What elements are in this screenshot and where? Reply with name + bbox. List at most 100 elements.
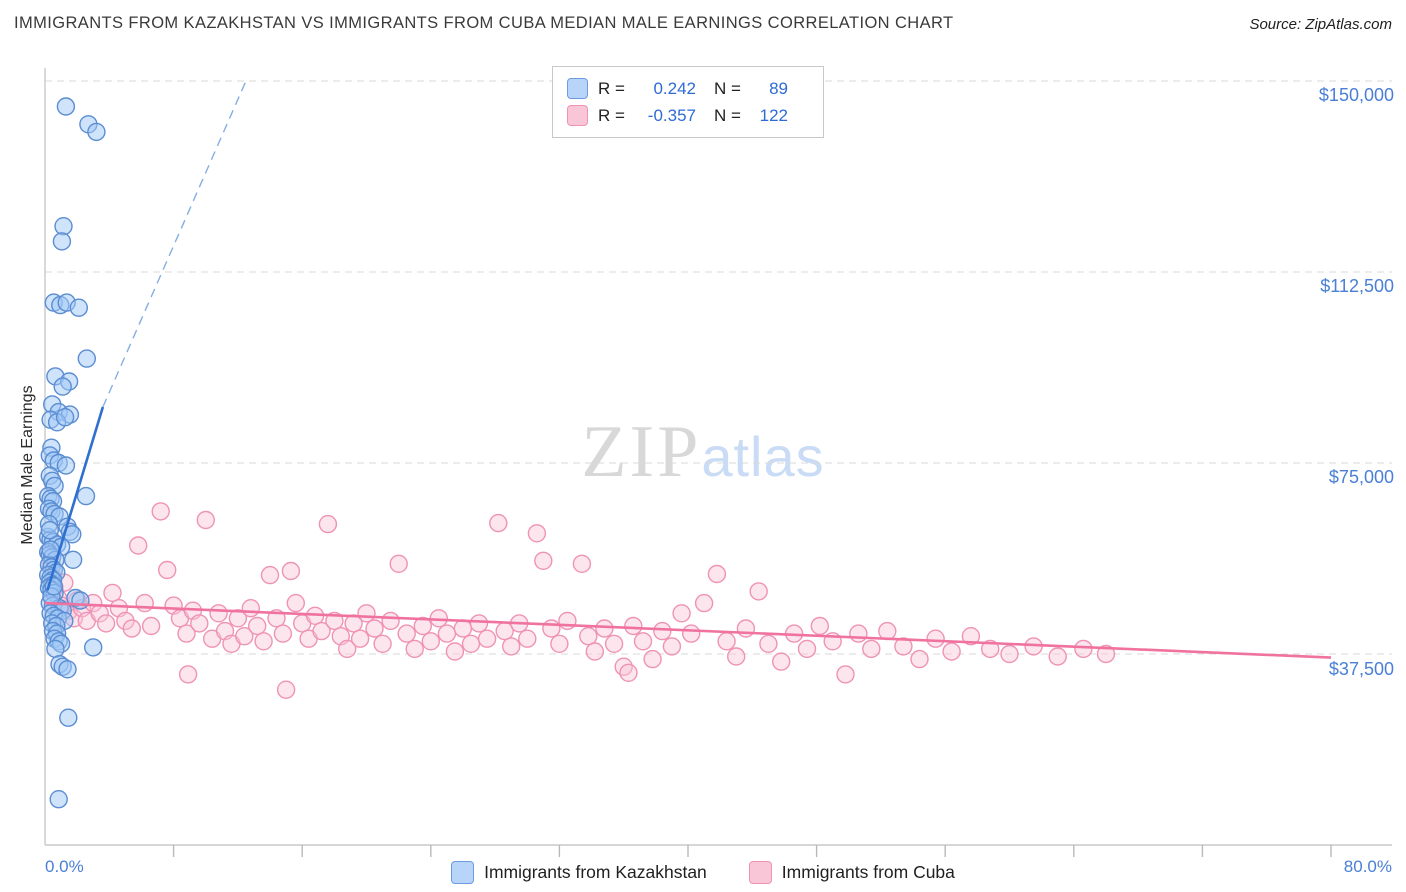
source-label: Source: ZipAtlas.com (1249, 16, 1392, 33)
page-title: IMMIGRANTS FROM KAZAKHSTAN VS IMMIGRANTS… (14, 14, 954, 32)
scatter-point (862, 639, 881, 659)
scatter-point (350, 629, 370, 648)
r-value: -0.357 (647, 105, 696, 125)
scatter-point (312, 621, 331, 641)
scatter-point (77, 349, 97, 368)
scatter-point (878, 621, 897, 641)
scatter-point (83, 638, 103, 657)
r-label: R = (598, 78, 625, 98)
scatter-point (421, 632, 440, 651)
scatter-point (619, 663, 638, 682)
scatter-point (405, 639, 424, 659)
scatter-point (445, 642, 465, 661)
scatter-point (461, 634, 481, 653)
scatter-point (707, 564, 727, 584)
scatter-point (736, 619, 756, 638)
scatter-point (135, 593, 154, 613)
scatter-point (241, 599, 261, 618)
x-tick-min: 0.0% (45, 857, 84, 876)
scatter-point (1074, 639, 1093, 659)
scatter-point (518, 629, 537, 648)
legend-label-kazakhstan: Immigrants from Kazakhstan (484, 862, 707, 882)
scatter-point (1048, 647, 1067, 666)
scatter-point (381, 611, 400, 631)
kazakhstan-trend-extension (102, 80, 247, 408)
kazakhstan-swatch-icon (451, 861, 475, 884)
scatter-point (41, 540, 60, 559)
scatter-point (604, 634, 624, 653)
scatter-point (653, 621, 672, 641)
scatter-point (797, 639, 817, 659)
scatter-point (59, 708, 78, 727)
legend-row-cuba: R = -0.357 N = 122 (567, 102, 809, 129)
x-tick-max: 80.0% (1343, 857, 1392, 876)
y-tick-150000: $150,000 (1318, 85, 1394, 105)
r-value: 0.242 (653, 78, 696, 98)
scatter-point (550, 634, 569, 653)
scatter-point (572, 554, 592, 573)
scatter-point (63, 550, 83, 569)
scatter-point (373, 634, 392, 653)
scatter-point (276, 680, 296, 699)
legend-item-kazakhstan: Immigrants from Kazakhstan (451, 861, 707, 884)
scatter-point (46, 639, 65, 659)
scatter-point (103, 583, 122, 603)
scatter-point (942, 642, 961, 661)
legend-label-cuba: Immigrants from Cuba (781, 862, 955, 882)
scatter-point (318, 514, 338, 534)
scatter-point (489, 513, 508, 533)
scatter-point (365, 619, 384, 638)
series-legend: Immigrants from Kazakhstan Immigrants fr… (0, 861, 1406, 884)
scatter-point (772, 652, 791, 671)
scatter-point (389, 554, 408, 573)
scatter-point (286, 593, 305, 613)
scatter-point (502, 637, 521, 656)
kazakhstan-swatch-icon (567, 78, 588, 99)
scatter-point (54, 216, 73, 236)
scatter-point (614, 657, 633, 676)
scatter-point (749, 582, 768, 601)
scatter-point (397, 624, 416, 643)
n-value: 89 (769, 78, 788, 98)
scatter-point (694, 593, 714, 613)
scatter-point (926, 629, 945, 648)
n-label: N = (714, 78, 741, 98)
scatter-point (558, 611, 577, 631)
scatter-point (151, 502, 170, 521)
scatter-point (810, 616, 829, 636)
scatter-point (527, 524, 547, 543)
y-tick-75000: $75,000 (1328, 467, 1394, 487)
scatter-point (910, 649, 929, 669)
kazakhstan-trendline (46, 406, 105, 591)
scatter-point (235, 627, 254, 646)
scatter-point (682, 624, 701, 643)
scatter-point (56, 456, 76, 475)
scatter-point (534, 551, 553, 570)
legend-item-cuba: Immigrants from Cuba (748, 861, 955, 884)
scatter-point (190, 614, 209, 633)
correlation-legend: R = 0.242 N = 89 R = -0.357 N = 122 (552, 66, 824, 138)
scatter-point (437, 624, 457, 643)
scatter-point (717, 632, 736, 651)
y-axis-label: Median Male Earnings (19, 385, 36, 545)
scatter-point (228, 609, 248, 628)
scatter-point (141, 616, 161, 636)
scatter-point (624, 616, 643, 636)
scatter-point (76, 486, 96, 506)
scatter-point (759, 634, 778, 653)
scatter-point (87, 122, 106, 142)
scatter-point (178, 665, 198, 684)
scatter-point (96, 614, 116, 633)
scatter-point (122, 619, 142, 638)
scatter-point (469, 614, 489, 633)
cuba-trendline (44, 601, 1332, 659)
r-label: R = (598, 105, 625, 125)
scatter-point (1000, 644, 1019, 664)
scatter-point (55, 408, 75, 427)
scatter-point (53, 377, 72, 396)
cuba-swatch-icon (567, 105, 588, 126)
scatter-point (281, 561, 301, 581)
scatter-point (633, 632, 653, 651)
scatter-point (49, 790, 68, 809)
